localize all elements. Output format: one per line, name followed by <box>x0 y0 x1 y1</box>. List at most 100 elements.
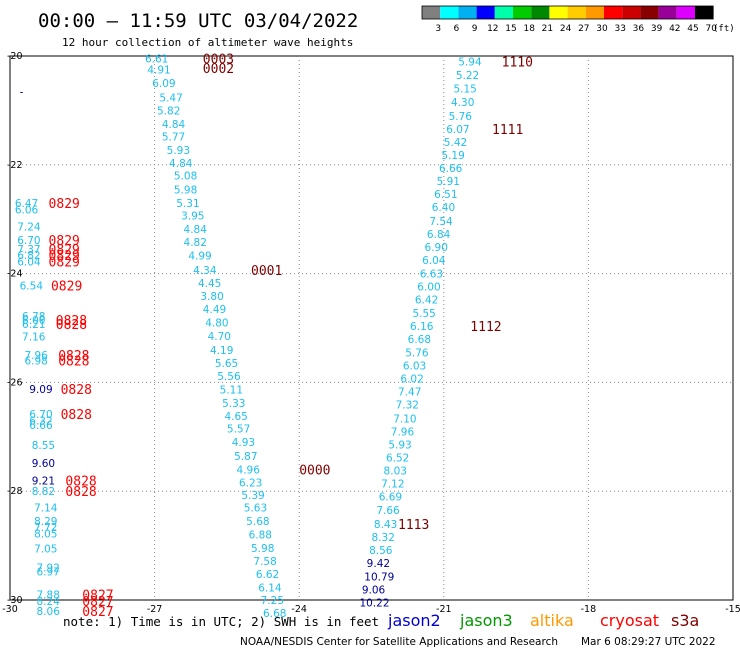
wave-height-value: 4.99 <box>188 251 211 263</box>
legend-tick-label: 42 <box>669 24 680 34</box>
x-tick-label: -15 <box>725 604 740 615</box>
wave-height-value: 6.02 <box>400 374 423 386</box>
legend-tick-label: 12 <box>487 24 498 34</box>
legend-tick-label: 15 <box>505 24 516 34</box>
wave-height-value: 9.42 <box>367 558 390 570</box>
wave-height-value: 4.70 <box>208 331 231 343</box>
wave-height-value: 7.05 <box>34 543 57 555</box>
pass-time-label: 0828 <box>56 318 87 333</box>
y-tick-label: -28 <box>7 486 23 497</box>
wave-height-value: 6.70 <box>17 235 40 247</box>
wave-height-value: 5.93 <box>167 145 190 157</box>
wave-height-value: 5.08 <box>174 171 197 183</box>
wave-height-value: 6.90 <box>425 242 448 254</box>
legend-color-swatch <box>676 6 695 19</box>
legend-tick-label: 30 <box>596 24 608 34</box>
wave-height-value: 5.76 <box>405 347 429 359</box>
legend-tick-label: 70 <box>705 24 717 34</box>
plot-grid <box>10 56 733 600</box>
wave-height-value: 5.68 <box>246 516 269 528</box>
wave-height-value: 6.66 <box>29 420 53 432</box>
wave-height-value: 7.37 <box>17 244 40 256</box>
wave-height-value: 5.39 <box>241 490 264 502</box>
legend-tick-label: 9 <box>472 24 478 34</box>
legend-color-swatch <box>585 6 604 19</box>
wave-height-value: 3.80 <box>200 291 223 303</box>
legend-tick-label: 24 <box>560 24 572 34</box>
wave-height-value: 5.33 <box>222 398 245 410</box>
wave-height-value: 9.60 <box>32 458 55 470</box>
wave-height-value: 7.47 <box>398 387 421 399</box>
wave-height-value: 5.82 <box>157 105 180 117</box>
pass-time-label: 1112 <box>470 320 501 335</box>
wave-height-value: 5.93 <box>388 439 411 451</box>
wave-height-value: 6.03 <box>403 361 426 373</box>
wave-height-value: 7.88 <box>37 590 60 602</box>
wave-height-value: 5.22 <box>456 70 479 82</box>
legend-color-swatch <box>567 6 586 19</box>
pass-time-label: 0829 <box>49 256 80 271</box>
credit-line: NOAA/NESDIS Center for Satellite Applica… <box>240 636 558 648</box>
x-tick-label: -27 <box>147 604 163 615</box>
legend-unit-label: (ft) <box>713 24 735 34</box>
wave-height-value: 8.24 <box>37 596 61 608</box>
wave-height-value: 5.98 <box>174 184 197 196</box>
wave-height-value: 5.87 <box>234 451 257 463</box>
wave-height-value: 6.69 <box>379 492 402 504</box>
wave-height-value: 4.19 <box>210 345 233 357</box>
legend-tick-label: 39 <box>651 24 663 34</box>
wave-height-value: 8.06 <box>37 606 61 618</box>
wave-height-value: 6.09 <box>152 78 175 90</box>
height-color-legend: 3 6 9 12 15 18 21 24 27 30 33 36 39 42 45 70 <box>421 5 717 34</box>
wave-height-value: 7.32 <box>396 400 419 412</box>
x-tick-label: -24 <box>291 604 307 615</box>
pass-time-label: 0829 <box>51 280 82 295</box>
wave-height-value: 10.79 <box>364 572 394 584</box>
wave-height-value: 5.65 <box>215 358 238 370</box>
pass-time-label: 0000 <box>299 463 330 478</box>
legend-tick-label: 3 <box>435 24 441 34</box>
wave-height-value: 5.15 <box>453 84 476 96</box>
wave-height-value: 6.32 <box>29 415 52 427</box>
pass-time-label: 0828 <box>58 349 89 364</box>
legend-color-swatch <box>640 6 659 19</box>
wave-height-value: 5.76 <box>449 111 473 123</box>
wave-height-value: 8.56 <box>369 545 393 557</box>
wave-height-value: 9.09 <box>29 384 52 396</box>
legend-tick-label: 21 <box>542 24 553 34</box>
wave-height-value: 6.88 <box>249 530 272 542</box>
wave-height-value: 4.34 <box>193 265 217 277</box>
x-tick-label: -21 <box>436 604 452 615</box>
wave-height-value: 4.84 <box>162 119 186 131</box>
pass-time-label: 0827 <box>82 595 113 610</box>
pass-time-label: 0828 <box>56 314 87 329</box>
wave-height-value: 6.66 <box>439 163 463 175</box>
wave-height-value: 4.84 <box>184 224 208 236</box>
wave-height-value: 4.82 <box>184 237 207 249</box>
wave-height-value: 5.63 <box>244 503 267 515</box>
wave-height-value: 6.84 <box>427 229 451 241</box>
pass-time-label: 0827 <box>82 589 113 604</box>
legend-color-swatch <box>458 6 477 19</box>
x-tick-label: -18 <box>581 604 597 615</box>
x-axis-ticks: -30 -27 -24 -21 -18 -15 <box>2 604 740 615</box>
wave-height-value: 6.51 <box>434 189 457 201</box>
legend-tick-label: 33 <box>614 24 625 34</box>
wave-height-value: 7.96 <box>391 426 415 438</box>
wave-height-value: 6.54 <box>20 281 44 293</box>
wave-height-value: 6.16 <box>410 321 434 333</box>
wave-height-value: 5.47 <box>159 92 182 104</box>
legend-tick-label: 45 <box>687 24 698 34</box>
pass-time-label: 0829 <box>49 197 80 212</box>
wave-height-value: 8.03 <box>384 466 407 478</box>
satellite-jason3-label: jason3 <box>459 611 513 630</box>
wave-height-value: 10.22 <box>359 598 389 610</box>
wave-height-value: 6.23 <box>239 477 262 489</box>
legend-color-swatch <box>513 6 532 19</box>
y-tick-label: -20 <box>7 51 23 62</box>
pass-time-label: 0828 <box>65 485 96 500</box>
x-tick-label: -30 <box>2 604 18 615</box>
chart-title: 00:00 – 11:59 UTC 03/04/2022 <box>38 10 358 32</box>
wave-height-value: 4.84 <box>169 158 193 170</box>
wave-height-value: 4.96 <box>237 464 261 476</box>
